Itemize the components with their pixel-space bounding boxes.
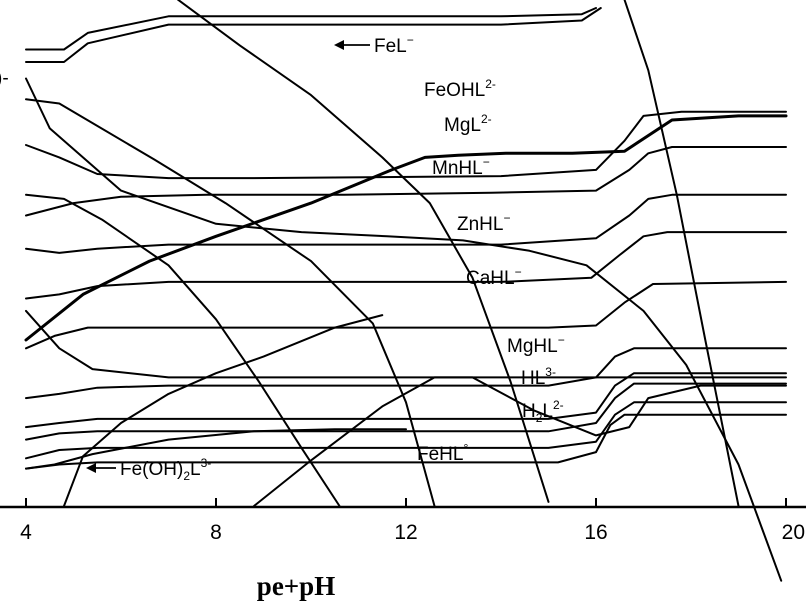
series-line-5	[25, 98, 436, 507]
series-curves	[24, 0, 788, 582]
label-feoh2l: Fe(OH)2L3-	[120, 456, 211, 483]
series-line-16	[25, 347, 787, 400]
label-arrows	[86, 40, 370, 473]
series-line-13	[25, 193, 787, 254]
label-znhl: ZnHL−	[457, 211, 510, 235]
series-line-19	[25, 401, 787, 460]
label-mghl: MgHL−	[507, 333, 565, 357]
series-line-14	[25, 231, 787, 300]
series-line-8	[24, 114, 788, 342]
arrow-feoh2l	[86, 463, 116, 473]
series-line-2	[25, 7, 602, 63]
x-tick-label-4: 4	[20, 521, 32, 544]
series-line-12	[25, 146, 787, 217]
series-line-18	[25, 382, 787, 441]
label-feohl: FeOHL2-	[424, 77, 496, 101]
series-line-9	[253, 376, 787, 507]
x-tick-label-8: 8	[210, 521, 222, 544]
series-line-1	[25, 7, 597, 51]
series-line-11	[25, 110, 787, 180]
series-line-6	[25, 193, 341, 507]
label-h2l: H2L2-	[522, 398, 564, 425]
series-line-20	[25, 413, 787, 470]
label-mnhl: MnHL−	[432, 155, 490, 179]
arrow-fel	[334, 40, 370, 50]
series-line-4	[177, 0, 550, 503]
label-cahl: CaHL−	[466, 265, 522, 289]
series-line-3	[25, 77, 783, 582]
x-axis-ticks: 4 8 12 16 20	[20, 498, 805, 544]
species-labels: FeL− FeOHL2- MgL2- MnHL− ZnHL− CaHL− MgH…	[0, 33, 565, 483]
series-line-22	[623, 0, 740, 507]
series-line-17	[25, 372, 787, 429]
label-hl: HL3-	[521, 365, 556, 389]
x-tick-label-16: 16	[584, 521, 607, 544]
series-line-7	[25, 309, 787, 379]
x-axis: 4 8 12 16 20	[0, 498, 806, 544]
x-axis-title: pe+pH	[257, 571, 335, 601]
label-fehl: FeHL°	[417, 441, 468, 465]
x-tick-label-12: 12	[394, 521, 417, 544]
x-tick-label-20: 20	[782, 521, 805, 544]
series-line-10	[63, 314, 384, 507]
series-line-21	[25, 428, 407, 470]
label-fel: FeL−	[374, 33, 414, 57]
label-clipped: )-	[0, 68, 9, 89]
label-mgl: MgL2-	[444, 112, 492, 136]
series-line-15	[25, 280, 787, 350]
